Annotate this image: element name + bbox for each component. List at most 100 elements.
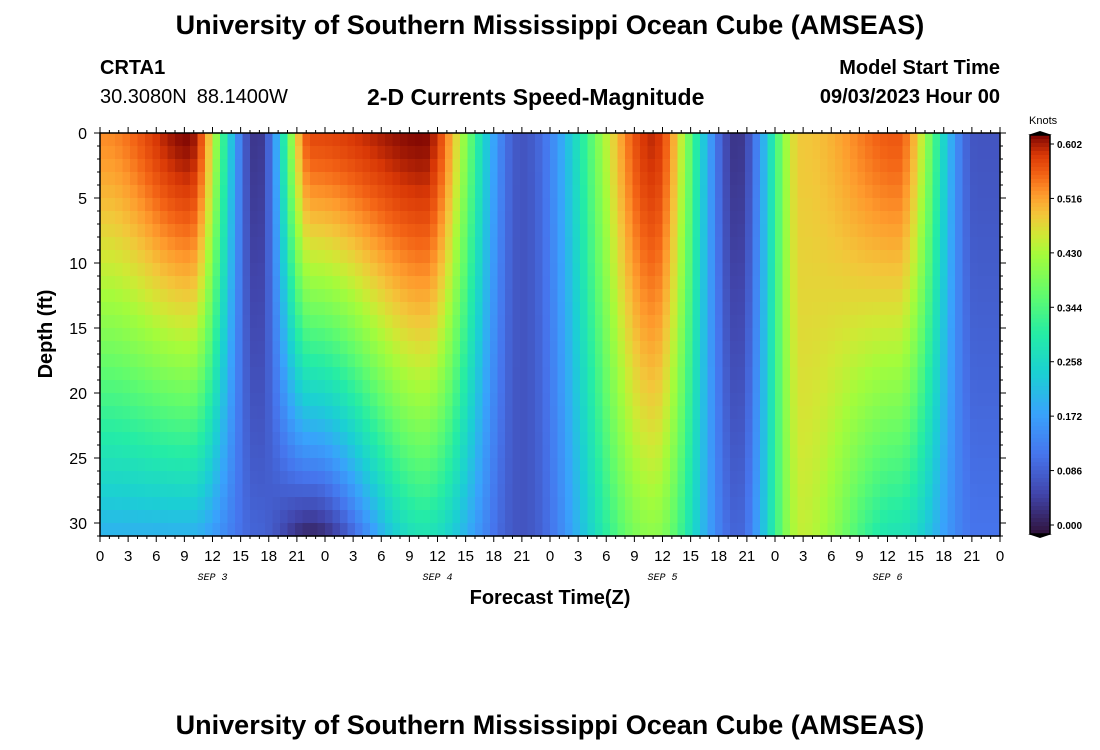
heatmap-cell — [955, 302, 964, 316]
heatmap-cell — [962, 367, 971, 381]
heatmap-cell — [970, 406, 979, 420]
heatmap-cell — [257, 419, 266, 433]
heatmap-cell — [430, 302, 439, 316]
heatmap-cell — [317, 211, 326, 225]
heatmap-cell — [520, 250, 529, 264]
heatmap-cell — [917, 185, 926, 199]
heatmap-cell — [790, 523, 799, 537]
heatmap-cell — [505, 523, 514, 537]
heatmap-cell — [430, 367, 439, 381]
heatmap-cell — [520, 458, 529, 472]
heatmap-cell — [295, 419, 304, 433]
heatmap-cell — [610, 510, 619, 524]
heatmap-cell — [407, 380, 416, 394]
heatmap-cell — [497, 523, 506, 537]
heatmap-cell — [392, 406, 401, 420]
heatmap-cell — [550, 406, 559, 420]
heatmap-cell — [160, 419, 169, 433]
heatmap-cell — [392, 198, 401, 212]
heatmap-cell — [392, 133, 401, 147]
heatmap-cell — [872, 419, 881, 433]
heatmap-cell — [460, 250, 469, 264]
heatmap-cell — [362, 341, 371, 355]
heatmap-cell — [407, 237, 416, 251]
heatmap-cell — [482, 380, 491, 394]
heatmap-cell — [182, 510, 191, 524]
heatmap-cell — [182, 406, 191, 420]
heatmap-cell — [152, 185, 161, 199]
heatmap-cell — [145, 237, 154, 251]
heatmap-cell — [407, 328, 416, 342]
heatmap-cell — [190, 471, 199, 485]
heatmap-cell — [797, 237, 806, 251]
heatmap-cell — [970, 263, 979, 277]
heatmap-cell — [797, 185, 806, 199]
heatmap-cell — [662, 380, 671, 394]
heatmap-cell — [122, 510, 131, 524]
heatmap-cell — [422, 198, 431, 212]
heatmap-cell — [880, 302, 889, 316]
longitude: 88.1400W — [196, 86, 288, 108]
heatmap-cell — [767, 367, 776, 381]
heatmap-cell — [340, 471, 349, 485]
heatmap-cell — [797, 172, 806, 186]
heatmap-cell — [865, 354, 874, 368]
heatmap-cell — [955, 341, 964, 355]
heatmap-cell — [490, 367, 499, 381]
heatmap-cell — [370, 432, 379, 446]
heatmap-cell — [190, 497, 199, 511]
heatmap-cell — [730, 133, 739, 147]
heatmap-cell — [932, 471, 941, 485]
heatmap-cell — [505, 458, 514, 472]
heatmap-cell — [205, 276, 214, 290]
heatmap-cell — [925, 237, 934, 251]
heatmap-cell — [407, 471, 416, 485]
heatmap-cell — [527, 328, 536, 342]
heatmap-cell — [385, 354, 394, 368]
heatmap-cell — [182, 380, 191, 394]
heatmap-cell — [512, 328, 521, 342]
heatmap-cell — [370, 419, 379, 433]
heatmap-cell — [467, 510, 476, 524]
heatmap-cell — [535, 406, 544, 420]
heatmap-cell — [227, 445, 236, 459]
heatmap-cell — [722, 315, 731, 329]
heatmap-cell — [595, 380, 604, 394]
heatmap-cell — [490, 211, 499, 225]
heatmap-cell — [407, 263, 416, 277]
heatmap-cell — [677, 224, 686, 238]
heatmap-cell — [962, 419, 971, 433]
heatmap-cell — [992, 172, 1001, 186]
heatmap-cell — [602, 250, 611, 264]
heatmap-cell — [910, 523, 919, 537]
heatmap-cell — [257, 146, 266, 160]
heatmap-cell — [580, 484, 589, 498]
heatmap-cell — [190, 302, 199, 316]
heatmap-cell — [167, 328, 176, 342]
heatmap-cell — [520, 523, 529, 537]
heatmap-cell — [790, 211, 799, 225]
heatmap-cell — [520, 315, 529, 329]
heatmap-cell — [662, 185, 671, 199]
heatmap-cell — [557, 419, 566, 433]
heatmap-cell — [947, 419, 956, 433]
heatmap-cell — [865, 341, 874, 355]
heatmap-cell — [422, 341, 431, 355]
heatmap-cell — [437, 510, 446, 524]
heatmap-cell — [182, 367, 191, 381]
heatmap-cell — [227, 315, 236, 329]
heatmap-cell — [235, 510, 244, 524]
heatmap-cell — [572, 315, 581, 329]
heatmap-cell — [925, 133, 934, 147]
heatmap-cell — [587, 458, 596, 472]
heatmap-cell — [182, 341, 191, 355]
heatmap-cell — [617, 419, 626, 433]
heatmap-cell — [880, 289, 889, 303]
x-tick-label: 12 — [654, 548, 671, 565]
heatmap-cell — [677, 445, 686, 459]
heatmap-cell — [827, 198, 836, 212]
heatmap-cell — [617, 484, 626, 498]
heatmap-cell — [452, 276, 461, 290]
heatmap-cell — [280, 289, 289, 303]
heatmap-cell — [475, 159, 484, 173]
